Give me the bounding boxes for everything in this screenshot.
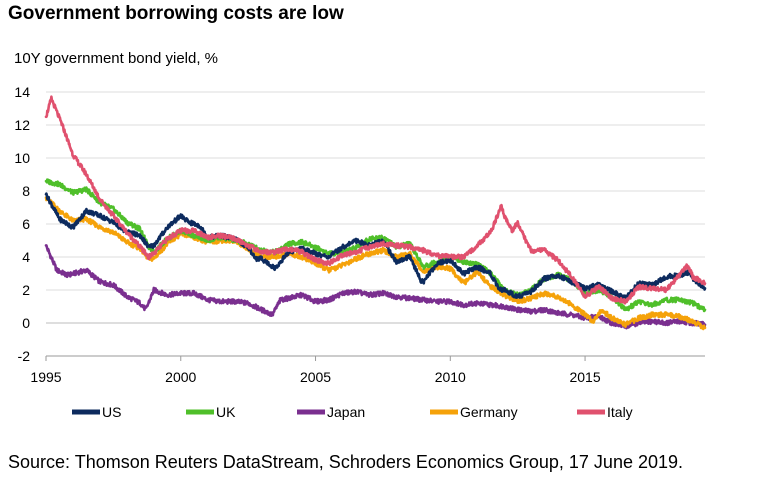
x-tick-label: 1995 bbox=[30, 369, 61, 385]
y-tick-label: 6 bbox=[22, 216, 30, 232]
legend: US UK Japan Germany Italy bbox=[72, 404, 633, 420]
y-tick-label: 4 bbox=[22, 249, 30, 265]
y-tick-label: 2 bbox=[22, 282, 30, 298]
chart-title: Government borrowing costs are low bbox=[8, 3, 344, 24]
y-tick-label: 12 bbox=[14, 117, 30, 133]
legend-label-uk: UK bbox=[216, 404, 236, 420]
legend-label-italy: Italy bbox=[607, 404, 633, 420]
y-tick-label: 10 bbox=[14, 150, 30, 166]
y-axis-ticks: -2 0 2 4 6 8 10 12 14 bbox=[14, 84, 30, 364]
x-tick-label: 2005 bbox=[300, 369, 331, 385]
x-tick-label: 2000 bbox=[165, 369, 196, 385]
legend-label-japan: Japan bbox=[327, 404, 365, 420]
y-tick-label: -2 bbox=[18, 348, 31, 364]
legend-label-us: US bbox=[102, 404, 121, 420]
series-line-italy bbox=[44, 95, 707, 305]
x-axis-ticks: 1995 2000 2005 2010 2015 bbox=[30, 355, 705, 385]
legend-label-germany: Germany bbox=[460, 404, 518, 420]
y-tick-label: 14 bbox=[14, 84, 30, 100]
y-tick-label: 8 bbox=[22, 183, 30, 199]
series-line-japan bbox=[44, 244, 707, 330]
series-lines bbox=[44, 95, 707, 331]
y-axis-label: 10Y government bond yield, % bbox=[14, 50, 219, 67]
x-tick-label: 2015 bbox=[569, 369, 600, 385]
source-note: Source: Thomson Reuters DataStream, Schr… bbox=[8, 452, 684, 472]
y-tick-label: 0 bbox=[22, 315, 30, 331]
x-tick-label: 2010 bbox=[435, 369, 466, 385]
series-line-germany bbox=[44, 196, 707, 331]
